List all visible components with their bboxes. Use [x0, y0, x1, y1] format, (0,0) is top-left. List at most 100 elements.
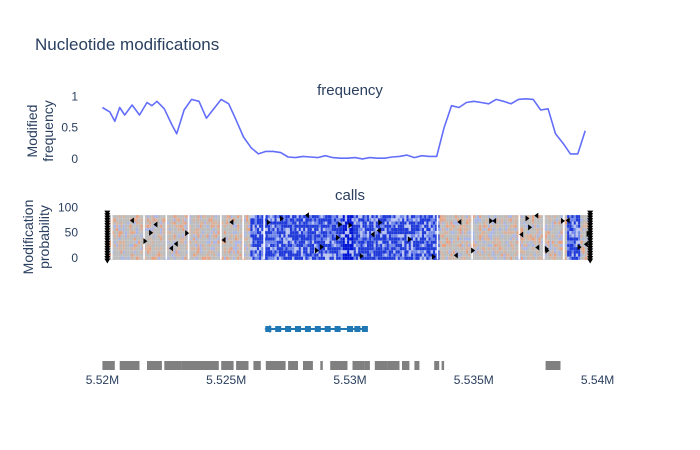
- calls-cell: [391, 227, 394, 232]
- calls-cell: [364, 218, 367, 222]
- calls-cell: [347, 237, 350, 241]
- calls-cell: [575, 234, 579, 238]
- calls-cell: [296, 224, 299, 228]
- calls-cell: [406, 243, 409, 248]
- calls-cell: [454, 221, 458, 225]
- calls-cell: [131, 237, 134, 241]
- calls-cell: [135, 234, 139, 238]
- calls-cell: [245, 237, 249, 241]
- frequency-subplot-title: frequency: [317, 82, 383, 99]
- calls-cell: [355, 221, 359, 225]
- calls-cell: [553, 227, 557, 232]
- calls-cell: [305, 234, 308, 238]
- calls-cell: [529, 227, 532, 232]
- calls-cell: [435, 234, 438, 238]
- calls-cell: [250, 240, 253, 244]
- calls-cell: [124, 240, 128, 244]
- calls-cell: [507, 247, 510, 251]
- calls-cell: [217, 221, 220, 225]
- calls-cell: [217, 215, 220, 219]
- calls-cell: [417, 215, 420, 219]
- calls-cell: [118, 256, 121, 260]
- calls-cell: [382, 234, 385, 238]
- calls-cell: [534, 250, 537, 254]
- calls-cell: [380, 250, 383, 254]
- calls-cell: [388, 237, 392, 241]
- calls-cell: [567, 256, 570, 260]
- calls-cell: [481, 234, 484, 238]
- calls-cell: [487, 237, 491, 241]
- calls-cell: [558, 247, 561, 251]
- calls-cell: [283, 231, 286, 235]
- calls-cell: [373, 224, 376, 228]
- calls-cell: [208, 243, 211, 248]
- calls-cell: [127, 240, 130, 244]
- calls-cell: [243, 231, 246, 235]
- calls-cell: [122, 250, 125, 254]
- calls-cell: [503, 247, 506, 251]
- calls-ytick-label: 100: [58, 201, 78, 215]
- calls-cell: [239, 243, 242, 248]
- calls-cell: [151, 247, 154, 251]
- calls-cell: [371, 237, 374, 241]
- calls-cell: [226, 231, 229, 235]
- calls-cell: [239, 253, 242, 257]
- calls-cell: [575, 247, 579, 251]
- calls-cell: [481, 231, 484, 235]
- calls-cell: [272, 221, 275, 225]
- calls-cell: [360, 237, 363, 241]
- calls-cell: [208, 227, 211, 232]
- calls-cell: [540, 227, 543, 232]
- calls-cell: [492, 215, 495, 219]
- calls-cell: [514, 224, 517, 228]
- calls-cell: [417, 218, 420, 222]
- calls-cell: [237, 250, 240, 254]
- calls-cell: [419, 221, 422, 225]
- calls-cell: [210, 237, 213, 241]
- calls-cell: [252, 231, 255, 235]
- calls-cell: [210, 247, 213, 251]
- calls-cell: [261, 247, 264, 251]
- calls-cell: [124, 234, 128, 238]
- calls-cell: [307, 224, 310, 228]
- calls-cell: [111, 227, 114, 232]
- calls-cell: [127, 215, 130, 219]
- calls-cell: [417, 253, 420, 257]
- calls-cell: [419, 253, 422, 257]
- calls-cell: [232, 243, 235, 248]
- x-tick-label: 5.54M: [581, 373, 614, 387]
- calls-cell: [527, 247, 530, 251]
- calls-cell: [485, 218, 488, 222]
- calls-cell: [146, 215, 150, 219]
- calls-cell: [428, 215, 431, 219]
- calls-cell: [582, 250, 585, 254]
- calls-cell: [437, 215, 440, 219]
- calls-cell: [182, 221, 185, 225]
- calls-cell: [525, 253, 528, 257]
- calls-cell: [351, 227, 354, 232]
- calls-cell: [567, 224, 570, 228]
- calls-cell: [294, 256, 297, 260]
- calls-cell: [331, 218, 334, 222]
- calls-cell: [366, 215, 370, 219]
- frequency-ylabel-line2: frequency: [40, 100, 56, 161]
- calls-cell: [386, 224, 389, 228]
- calls-cell: [237, 227, 240, 232]
- calls-cell: [443, 234, 447, 238]
- calls-cell: [439, 224, 442, 228]
- calls-cell: [490, 221, 493, 225]
- calls-cell: [190, 227, 194, 232]
- calls-cell: [362, 247, 365, 251]
- calls-cell: [558, 253, 561, 257]
- calls-cell: [190, 234, 194, 238]
- calls-cell: [201, 227, 205, 232]
- gene-track: [264, 325, 368, 333]
- calls-cell: [287, 250, 290, 254]
- calls-cell: [534, 218, 537, 222]
- calls-cell: [287, 243, 290, 248]
- calls-cell: [351, 218, 354, 222]
- calls-cell: [472, 240, 475, 244]
- calls-cell: [523, 231, 526, 235]
- calls-cell: [391, 221, 394, 225]
- calls-cell: [292, 221, 295, 225]
